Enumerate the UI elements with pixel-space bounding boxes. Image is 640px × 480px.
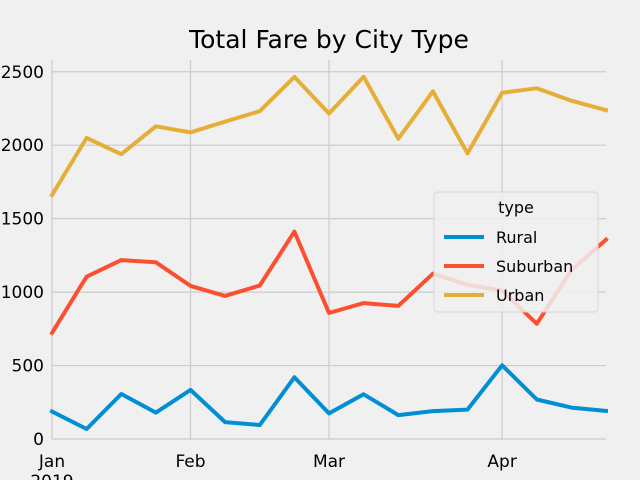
- y-tick-labels: 0 500 1000 1500 2000 2500: [1, 63, 44, 450]
- y-tick-label: 1000: [1, 283, 44, 303]
- x-tick-labels: Jan Feb Mar Apr 2019: [30, 452, 516, 480]
- series-line-urban: [49, 74, 609, 198]
- legend-title: type: [498, 198, 534, 217]
- legend-label-suburban: Suburban: [496, 257, 573, 276]
- x-year-label: 2019: [30, 472, 73, 480]
- legend: type Rural Suburban Urban: [433, 191, 599, 313]
- legend-box: [433, 191, 599, 313]
- y-tick-label: 2500: [1, 63, 44, 83]
- x-tick-label: Apr: [487, 452, 516, 472]
- y-tick-label: 1500: [1, 210, 44, 230]
- legend-label-rural: Rural: [496, 228, 537, 247]
- y-tick-label: 0: [33, 430, 44, 450]
- y-tick-label: 500: [12, 357, 44, 377]
- x-tick-label: Feb: [175, 452, 205, 472]
- legend-label-urban: Urban: [496, 286, 544, 305]
- chart-title: Total Fare by City Type: [188, 25, 469, 54]
- x-tick-label: Mar: [313, 452, 345, 472]
- y-tick-label: 2000: [1, 136, 44, 156]
- series-line-rural: [49, 363, 609, 431]
- x-tick-label: Jan: [38, 452, 65, 472]
